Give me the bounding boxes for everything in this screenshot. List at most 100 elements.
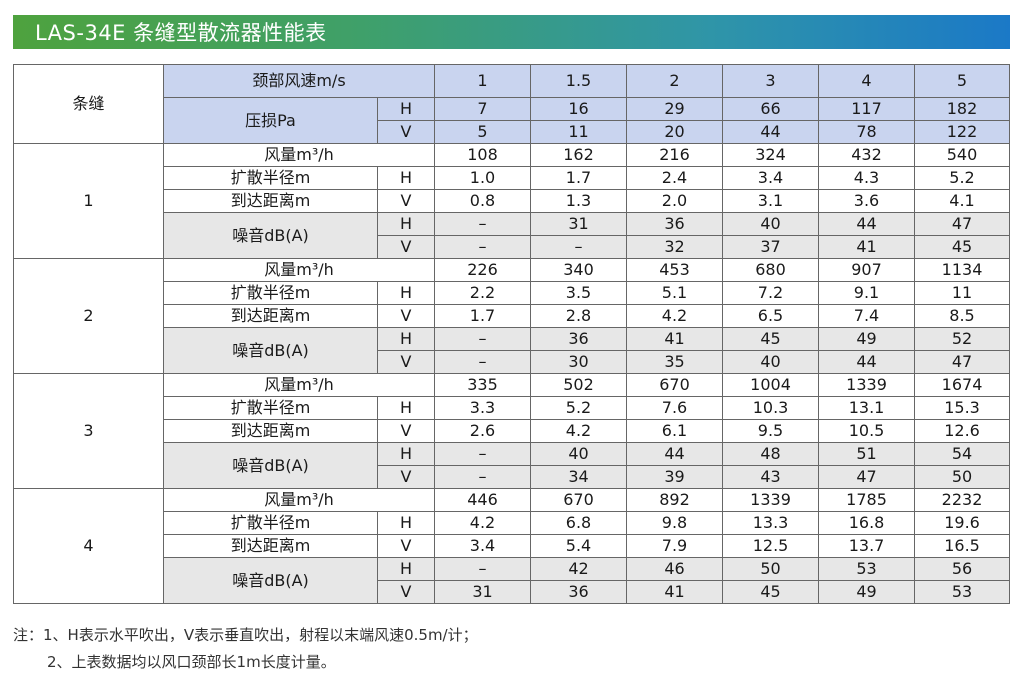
direction-h: H <box>376 511 436 535</box>
noise-cell: 44 <box>818 350 916 374</box>
pressure-cell: 5 <box>434 120 532 144</box>
airflow-cell: 670 <box>626 373 724 397</box>
radius-row: 扩散半径m H 2.2 3.5 5.1 7.2 9.1 11 <box>14 281 1011 305</box>
reach-cell: 9.5 <box>722 419 820 443</box>
speed-label: 颈部风速m/s <box>162 64 436 98</box>
reach-cell: 4.2 <box>530 419 628 443</box>
reach-cell: 4.2 <box>626 304 724 328</box>
noise-cell: – <box>434 557 532 581</box>
reach-cell: 12.5 <box>722 534 820 558</box>
direction-h: H <box>376 327 436 351</box>
noise-row-v: V – –32 37 41 45 <box>14 235 1011 259</box>
airflow-cell: 1004 <box>722 373 820 397</box>
direction-h: H <box>376 97 436 121</box>
direction-h: H <box>376 281 436 305</box>
noise-cell: 39 <box>626 465 724 489</box>
airflow-label: 风量m³/h <box>162 373 436 397</box>
noise-label: 噪音dB(A) <box>163 327 378 374</box>
noise-cell: – <box>434 465 532 489</box>
noise-cell: 46 <box>626 557 724 581</box>
airflow-cell: 324 <box>722 143 820 167</box>
direction-h: H <box>376 212 436 236</box>
airflow-label: 风量m³/h <box>162 488 436 512</box>
noise-cell: 49 <box>818 580 916 604</box>
noise-cell: 36 <box>626 212 724 236</box>
direction-v: V <box>376 235 436 259</box>
radius-cell: 3.3 <box>434 396 532 420</box>
notes: 注：1、H表示水平吹出，V表示垂直吹出，射程以末端风速0.5m/计； 2、上表数… <box>13 622 478 676</box>
noise-cell: 36 <box>530 580 628 604</box>
airflow-cell: 1339 <box>722 488 820 512</box>
reach-label: 到达距离m <box>163 304 378 328</box>
noise-cell: 52 <box>914 327 1011 351</box>
reach-label: 到达距离m <box>163 189 378 213</box>
reach-cell: 3.6 <box>818 189 916 213</box>
noise-row-h: 噪音dB(A) H –36 41 45 49 52 <box>14 327 1011 374</box>
title-bar: LAS-34E 条缝型散流器性能表 <box>13 15 1010 49</box>
airflow-label: 风量m³/h <box>162 143 436 167</box>
noise-row-v: V 31 36 41 45 49 53 <box>14 580 1011 604</box>
noise-cell: 37 <box>722 235 820 259</box>
noise-label: 噪音dB(A) <box>163 212 378 259</box>
radius-cell: 2.2 <box>434 281 532 305</box>
speed-cell: 2 <box>626 64 724 98</box>
direction-h: H <box>376 396 436 420</box>
noise-cell: 48 <box>722 442 820 466</box>
reach-row: 到达距离m V 2.6 4.2 6.1 9.5 10.5 12.6 <box>14 419 1011 443</box>
airflow-label: 风量m³/h <box>162 258 436 282</box>
airflow-cell: 907 <box>818 258 916 282</box>
noise-row-h: 噪音dB(A) H –40 44 48 51 54 <box>14 442 1011 489</box>
noise-cell: 32 <box>626 235 724 259</box>
radius-cell: 15.3 <box>914 396 1011 420</box>
pressure-cell: 66 <box>722 97 820 121</box>
noise-cell: – <box>434 212 532 236</box>
radius-label: 扩散半径m <box>163 281 378 305</box>
slot-count: 3 <box>13 373 164 489</box>
radius-cell: 6.8 <box>530 511 628 535</box>
airflow-cell: 453 <box>626 258 724 282</box>
direction-v: V <box>376 189 436 213</box>
noise-cell: 34 <box>530 465 628 489</box>
note-line-2: 2、上表数据均以风口颈部长1m长度计量。 <box>47 653 336 671</box>
noise-cell: 50 <box>722 557 820 581</box>
noise-cell: 41 <box>818 235 916 259</box>
speed-cell: 4 <box>818 64 916 98</box>
noise-cell: 47 <box>914 350 1011 374</box>
noise-cell: 40 <box>722 350 820 374</box>
pressure-cell: 78 <box>818 120 916 144</box>
reach-cell: 13.7 <box>818 534 916 558</box>
airflow-cell: 226 <box>434 258 532 282</box>
radius-cell: 5.1 <box>626 281 724 305</box>
pressure-cell: 16 <box>530 97 628 121</box>
radius-cell: 10.3 <box>722 396 820 420</box>
radius-row: 扩散半径m H 1.0 1.7 2.4 3.4 4.3 5.2 <box>14 166 1011 190</box>
reach-cell: 5.4 <box>530 534 628 558</box>
radius-row: 扩散半径m H 4.2 6.8 9.8 13.3 16.8 19.6 <box>14 511 1011 535</box>
direction-v: V <box>376 465 436 489</box>
pressure-cell: 20 <box>626 120 724 144</box>
airflow-row: 1 风量m³/h 108 162 216 324 432 540 <box>13 143 1011 259</box>
airflow-cell: 108 <box>434 143 532 167</box>
reach-cell: 0.8 <box>434 189 532 213</box>
airflow-cell: 340 <box>530 258 628 282</box>
direction-h: H <box>376 166 436 190</box>
slots-header: 条缝 <box>13 64 164 144</box>
noise-cell: 53 <box>914 580 1011 604</box>
radius-cell: 3.5 <box>530 281 628 305</box>
page-title: LAS-34E 条缝型散流器性能表 <box>35 21 327 45</box>
direction-h: H <box>376 442 436 466</box>
noise-label: 噪音dB(A) <box>163 557 378 604</box>
speed-cell: 5 <box>914 64 1011 98</box>
noise-cell: 50 <box>914 465 1011 489</box>
noise-cell: – <box>530 235 628 259</box>
radius-cell: 7.2 <box>722 281 820 305</box>
reach-cell: 3.1 <box>722 189 820 213</box>
radius-cell: 5.2 <box>530 396 628 420</box>
noise-row-v: V –30 35 40 44 47 <box>14 350 1011 374</box>
radius-label: 扩散半径m <box>163 511 378 535</box>
note-line-1: 注：1、H表示水平吹出，V表示垂直吹出，射程以末端风速0.5m/计； <box>13 626 478 644</box>
airflow-cell: 335 <box>434 373 532 397</box>
slot-count: 2 <box>13 258 164 374</box>
noise-label: 噪音dB(A) <box>163 442 378 489</box>
airflow-cell: 1134 <box>914 258 1011 282</box>
